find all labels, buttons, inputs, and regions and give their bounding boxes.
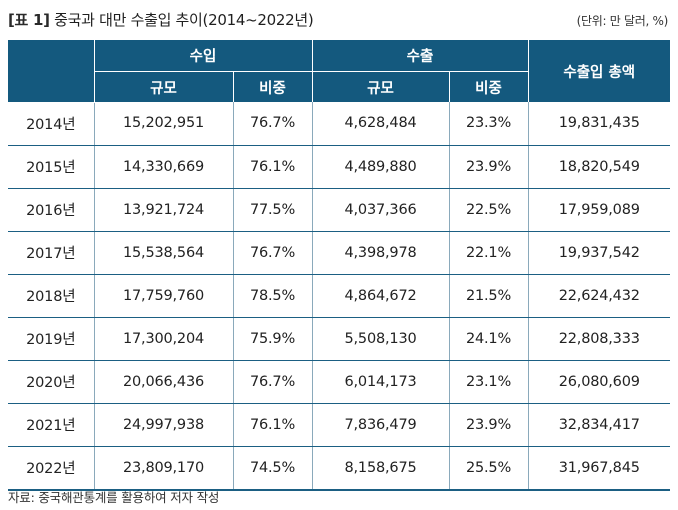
table-row: 2022년 23,809,170 74.5% 8,158,675 25.5% 31,967… [8, 446, 670, 491]
import-scale-cell: 17,759,760 [94, 274, 234, 318]
export-scale-cell: 6,014,173 [312, 360, 450, 404]
export-share-cell: 23.1% [449, 360, 529, 404]
table-title: [표 1] 중국과 대만 수출입 추이(2014~2022년) [8, 9, 314, 30]
year-cell: 2022년 [8, 446, 95, 491]
table-row: 2019년 17,300,204 75.9% 5,508,130 24.1% 22,808… [8, 317, 670, 361]
year-cell: 2017년 [8, 231, 95, 275]
table-row: 2017년 15,538,564 76.7% 4,398,978 22.1% 19,937… [8, 231, 670, 275]
import-share-cell: 78.5% [233, 274, 313, 318]
export-share-cell: 23.9% [449, 145, 529, 189]
export-scale-cell: 5,508,130 [312, 317, 450, 361]
header-row-top: 수입 수출 수출입 총액 [8, 40, 670, 103]
import-scale-cell: 15,538,564 [94, 231, 234, 275]
source-note: 자료: 중국해관통계를 활용하여 저자 작성 [8, 490, 220, 505]
table-number: [표 1] [8, 11, 50, 29]
total-cell: 18,820,549 [528, 145, 670, 189]
export-share-cell: 23.3% [449, 102, 529, 146]
export-scale-cell: 4,489,880 [312, 145, 450, 189]
export-share-cell: 24.1% [449, 317, 529, 361]
table-caption-row: [표 1] 중국과 대만 수출입 추이(2014~2022년) (단위: 만 달… [8, 6, 670, 32]
total-cell: 22,808,333 [528, 317, 670, 361]
export-share-cell: 21.5% [449, 274, 529, 318]
header-import-scale: 규모 [94, 71, 234, 102]
total-cell: 22,624,432 [528, 274, 670, 318]
export-share-cell: 25.5% [449, 446, 529, 491]
table-row: 2016년 13,921,724 77.5% 4,037,366 22.5% 17,959… [8, 188, 670, 232]
year-cell: 2021년 [8, 403, 95, 447]
import-scale-cell: 17,300,204 [94, 317, 234, 361]
total-cell: 19,831,435 [528, 102, 670, 146]
header-import-share: 비중 [233, 71, 313, 102]
export-scale-cell: 4,628,484 [312, 102, 450, 146]
export-scale-cell: 4,398,978 [312, 231, 450, 275]
import-share-cell: 76.7% [233, 102, 313, 146]
import-share-cell: 74.5% [233, 446, 313, 491]
header-total: 수출입 총액 [528, 40, 670, 102]
unit-note: (단위: 만 달러, %) [576, 14, 669, 28]
export-scale-cell: 8,158,675 [312, 446, 450, 491]
year-cell: 2015년 [8, 145, 95, 189]
header-row-sub: 규모 비중 규모 비중 [8, 71, 670, 102]
year-cell: 2016년 [8, 188, 95, 232]
table-row: 2018년 17,759,760 78.5% 4,864,672 21.5% 22,624… [8, 274, 670, 318]
total-cell: 26,080,609 [528, 360, 670, 404]
import-scale-cell: 13,921,724 [94, 188, 234, 232]
export-scale-cell: 4,864,672 [312, 274, 450, 318]
import-scale-cell: 14,330,669 [94, 145, 234, 189]
year-cell: 2018년 [8, 274, 95, 318]
total-cell: 19,937,542 [528, 231, 670, 275]
table-row: 2020년 20,066,436 76.7% 6,014,173 23.1% 26,080… [8, 360, 670, 404]
header-export-share: 비중 [449, 71, 529, 102]
year-cell: 2014년 [8, 102, 95, 146]
import-share-cell: 75.9% [233, 317, 313, 361]
header-year-blank [8, 40, 95, 103]
table-body: 2014년 15,202,951 76.7% 4,628,484 23.3% 19,831… [8, 102, 670, 491]
total-cell: 32,834,417 [528, 403, 670, 447]
export-scale-cell: 7,836,479 [312, 403, 450, 447]
header-export-scale: 규모 [312, 71, 450, 102]
header-import: 수입 [94, 40, 313, 72]
table-title-text: 중국과 대만 수출입 추이(2014~2022년) [54, 11, 314, 29]
trade-table: 수입 수출 수출입 총액 규모 비중 규모 비중 2014년 15,202,951… [8, 40, 670, 491]
table-row: 2015년 14,330,669 76.1% 4,489,880 23.9% 18,820… [8, 145, 670, 189]
table-row: 2014년 15,202,951 76.7% 4,628,484 23.3% 19,831… [8, 102, 670, 146]
header-export: 수출 [312, 40, 529, 72]
year-cell: 2019년 [8, 317, 95, 361]
export-share-cell: 23.9% [449, 403, 529, 447]
import-share-cell: 76.1% [233, 403, 313, 447]
export-share-cell: 22.1% [449, 231, 529, 275]
table-row: 2021년 24,997,938 76.1% 7,836,479 23.9% 32,834… [8, 403, 670, 447]
export-scale-cell: 4,037,366 [312, 188, 450, 232]
import-scale-cell: 23,809,170 [94, 446, 234, 491]
import-scale-cell: 20,066,436 [94, 360, 234, 404]
import-scale-cell: 24,997,938 [94, 403, 234, 447]
import-share-cell: 76.1% [233, 145, 313, 189]
import-share-cell: 76.7% [233, 231, 313, 275]
total-cell: 31,967,845 [528, 446, 670, 491]
total-cell: 17,959,089 [528, 188, 670, 232]
import-share-cell: 76.7% [233, 360, 313, 404]
import-scale-cell: 15,202,951 [94, 102, 234, 146]
year-cell: 2020년 [8, 360, 95, 404]
export-share-cell: 22.5% [449, 188, 529, 232]
import-share-cell: 77.5% [233, 188, 313, 232]
